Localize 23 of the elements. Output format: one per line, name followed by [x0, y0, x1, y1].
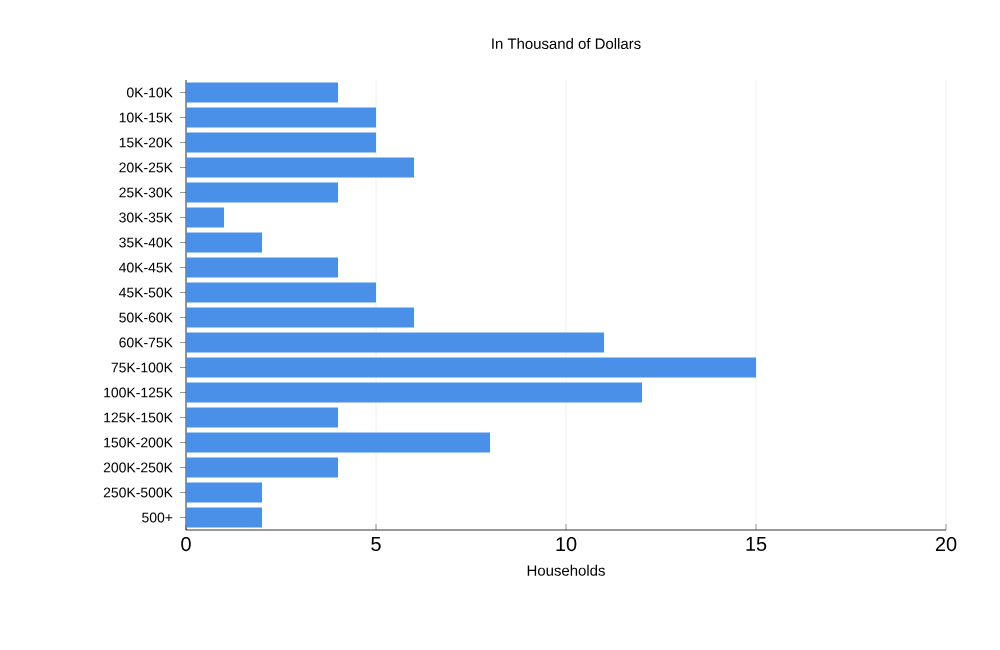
bar — [186, 407, 338, 428]
x-tick-label: 20 — [935, 537, 957, 552]
bar — [186, 357, 757, 378]
bar — [186, 382, 643, 403]
bar — [186, 107, 376, 128]
bar — [186, 82, 338, 103]
bar — [186, 507, 262, 528]
x-tick-label: 15 — [746, 537, 767, 551]
bar — [186, 157, 414, 178]
bar — [186, 182, 338, 203]
x-tick-label: 5 — [371, 537, 381, 551]
x-tick-label: 0 — [181, 537, 191, 552]
bar — [186, 257, 338, 278]
bar — [186, 482, 262, 503]
bar — [186, 432, 490, 453]
bar — [186, 457, 338, 478]
bar — [186, 132, 376, 153]
bar — [186, 282, 376, 303]
bar — [186, 232, 262, 253]
bar — [186, 307, 414, 328]
bar — [186, 207, 224, 228]
bar — [186, 332, 605, 353]
x-tick-label: 10 — [556, 537, 577, 552]
